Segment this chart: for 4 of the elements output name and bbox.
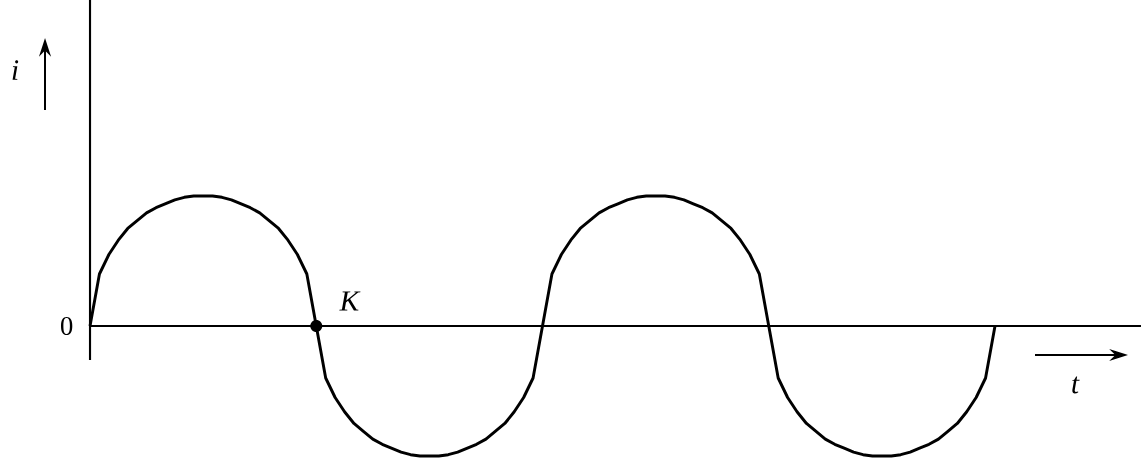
annotation: K (339, 291, 361, 311)
text: 0 (61, 317, 73, 335)
x-axis-title: t (1072, 376, 1080, 394)
y-axis-title: i (12, 60, 19, 80)
